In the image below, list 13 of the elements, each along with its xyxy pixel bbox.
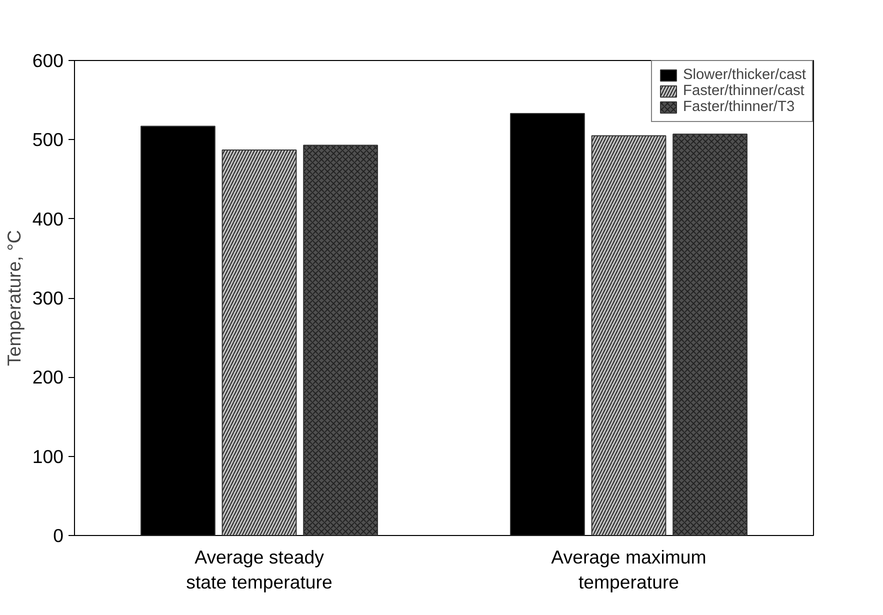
y-tick-label: 400 <box>32 208 64 230</box>
y-tick-label: 0 <box>53 525 64 546</box>
legend-label: Faster/thinner/cast <box>683 83 804 99</box>
y-tick-label: 300 <box>32 288 64 308</box>
y-tick-label: 600 <box>32 50 64 71</box>
y-tick-label: 500 <box>32 129 64 150</box>
legend-label: Faster/thinner/T3 <box>683 99 795 115</box>
y-tick-label: 200 <box>32 366 64 388</box>
x-tick-label: Average steady state temperature <box>186 546 332 593</box>
legend-label: Slower/thicker/cast <box>683 67 806 83</box>
x-tick-label: Average maximum temperature <box>551 546 706 593</box>
y-axis-title: Temperature, °C <box>3 230 24 366</box>
y-tick-label: 100 <box>32 446 64 467</box>
